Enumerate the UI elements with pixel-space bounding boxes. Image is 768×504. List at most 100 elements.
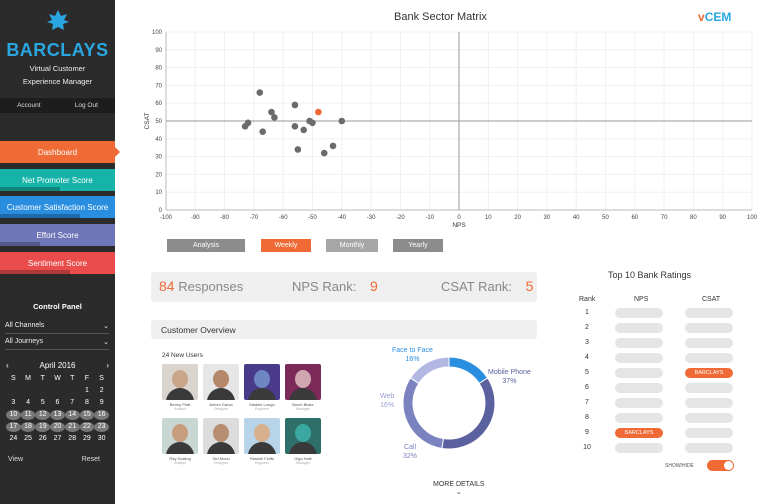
calendar-day[interactable]: 9 bbox=[99, 399, 104, 406]
x-tick-label: -100 bbox=[160, 215, 173, 221]
user-card[interactable]: Ray Scaling Analyst bbox=[162, 418, 198, 465]
user-name: Ray Scaling bbox=[169, 456, 191, 461]
calendar-day[interactable]: 8 bbox=[84, 399, 89, 406]
csat-rating-pill[interactable] bbox=[685, 338, 733, 348]
calendar-day[interactable]: 22 bbox=[79, 422, 95, 432]
calendar-day[interactable]: 26 bbox=[38, 435, 47, 442]
nps-rating-pill[interactable] bbox=[615, 323, 663, 333]
monthly-button[interactable]: Monthly bbox=[326, 239, 378, 252]
nav-sentiment-label: Sentiment Score bbox=[27, 258, 88, 268]
user-card[interactable]: Maddie Longo Engineer bbox=[244, 364, 280, 411]
nps-rating-pill[interactable] bbox=[615, 413, 663, 423]
show-hide-toggle[interactable] bbox=[707, 460, 734, 471]
journeys-select[interactable]: All Journeys ⌄ bbox=[5, 338, 109, 346]
user-card[interactable]: Raskell Fluffs Engineer bbox=[244, 418, 280, 465]
nps-rating-pill[interactable] bbox=[615, 368, 663, 378]
more-details-button[interactable]: MORE DETAILS ⌄ bbox=[433, 481, 485, 496]
calendar-day[interactable]: 28 bbox=[68, 435, 77, 442]
csat-rating-pill[interactable] bbox=[685, 308, 733, 318]
csat-rating-pill[interactable] bbox=[685, 398, 733, 408]
calendar-day[interactable]: 3 bbox=[11, 399, 16, 406]
nps-rating-pill[interactable] bbox=[615, 443, 663, 453]
logout-link[interactable]: Log Out bbox=[74, 102, 98, 109]
user-card[interactable]: Burch Blake Manager bbox=[285, 364, 321, 411]
scatter-point bbox=[294, 146, 302, 153]
calendar-day[interactable]: 23 bbox=[94, 422, 109, 432]
calendar-day[interactable]: 16 bbox=[94, 410, 109, 420]
csat-rating-pill[interactable] bbox=[685, 383, 733, 393]
yearly-button[interactable]: Yearly bbox=[393, 239, 443, 252]
scatter-point bbox=[256, 89, 264, 96]
user-name: Antoni Garza bbox=[209, 402, 233, 407]
calendar-day[interactable]: 20 bbox=[50, 422, 65, 432]
calendar-day[interactable]: 2 bbox=[99, 387, 104, 394]
csat-rating-pill[interactable] bbox=[685, 323, 733, 333]
y-tick-label: 60 bbox=[155, 101, 162, 107]
calendar-day[interactable]: 13 bbox=[50, 410, 65, 420]
nav-effort-score[interactable]: Effort Score bbox=[0, 224, 115, 246]
calendar-day[interactable]: 30 bbox=[97, 435, 106, 442]
y-axis-label: CSAT bbox=[144, 113, 151, 130]
chevron-right-icon[interactable]: › bbox=[106, 361, 109, 370]
user-card[interactable]: Ted Moon Designer bbox=[203, 418, 239, 465]
calendar-day[interactable]: 15 bbox=[79, 410, 95, 420]
nps-rating-pill[interactable] bbox=[615, 338, 663, 348]
nps-rating-pill[interactable] bbox=[615, 398, 663, 408]
rank-header: Rank bbox=[579, 296, 596, 303]
calendar-day[interactable]: 7 bbox=[70, 399, 75, 406]
nav-sentiment-score[interactable]: Sentiment Score bbox=[0, 252, 115, 274]
chevron-down-icon: ⌄ bbox=[455, 489, 462, 496]
csat-rating-pill[interactable] bbox=[685, 353, 733, 363]
csat-rating-pill[interactable] bbox=[685, 428, 733, 438]
rank-number: 4 bbox=[585, 354, 589, 361]
analysis-button[interactable]: Analysis bbox=[167, 239, 245, 252]
nps-rating-pill[interactable] bbox=[615, 308, 663, 318]
calendar-day[interactable]: 25 bbox=[24, 435, 32, 442]
calendar-day[interactable]: 6 bbox=[55, 399, 60, 406]
reset-button[interactable]: Reset bbox=[81, 456, 100, 463]
calendar-day[interactable]: 11 bbox=[20, 410, 36, 420]
calendar-day[interactable]: 4 bbox=[26, 399, 31, 406]
weekly-button[interactable]: Weekly bbox=[261, 239, 311, 252]
rank-number: 7 bbox=[585, 399, 589, 406]
calendar-day[interactable]: 27 bbox=[53, 435, 62, 442]
nav-progress-bar bbox=[0, 214, 80, 218]
x-tick-label: 60 bbox=[631, 215, 638, 221]
csat-rank-value: 5 bbox=[525, 278, 534, 294]
calendar-day[interactable]: 24 bbox=[9, 435, 18, 442]
calendar-day[interactable]: 10 bbox=[6, 410, 21, 420]
calendar-day[interactable]: 19 bbox=[35, 422, 51, 432]
nav-net-promoter-score[interactable]: Net Promoter Score bbox=[0, 169, 115, 191]
control-panel-title: Control Panel bbox=[33, 302, 82, 311]
rank-number: 5 bbox=[585, 369, 589, 376]
calendar-day[interactable]: 14 bbox=[64, 410, 80, 420]
calendar-day[interactable]: 29 bbox=[83, 435, 91, 442]
account-link[interactable]: Account bbox=[17, 102, 41, 109]
calendar-day[interactable]: 17 bbox=[6, 422, 21, 432]
web-pct: 16% bbox=[380, 402, 395, 409]
calendar-day[interactable]: 12 bbox=[35, 410, 51, 420]
user-card[interactable]: Antoni Garza Designer bbox=[203, 364, 239, 411]
user-photo bbox=[285, 364, 321, 400]
csat-rating-pill[interactable] bbox=[685, 413, 733, 423]
nps-rating-pill[interactable] bbox=[615, 353, 663, 363]
calendar-day[interactable]: 1 bbox=[84, 387, 89, 394]
user-body-shape bbox=[248, 388, 276, 400]
csat-rating-pill[interactable] bbox=[685, 443, 733, 453]
nps-rating-pill[interactable]: BARCLAYS bbox=[615, 428, 663, 438]
view-button[interactable]: View bbox=[8, 456, 24, 463]
calendar-day[interactable]: 21 bbox=[64, 422, 80, 432]
donut-slice bbox=[441, 377, 496, 450]
user-card[interactable]: Benny Platt Analyst bbox=[162, 364, 198, 411]
calendar-day[interactable]: 5 bbox=[40, 399, 45, 406]
user-role: Analyst bbox=[174, 407, 186, 411]
nps-rating-pill[interactable] bbox=[615, 383, 663, 393]
chevron-left-icon[interactable]: ‹ bbox=[6, 361, 9, 370]
calendar-day[interactable]: 18 bbox=[20, 422, 36, 432]
y-tick-label: 10 bbox=[155, 190, 162, 196]
nav-dashboard[interactable]: Dashboard bbox=[0, 141, 120, 163]
user-card[interactable]: Olga Hale Manager bbox=[285, 418, 321, 465]
csat-rating-pill[interactable]: BARCLAYS bbox=[685, 368, 733, 378]
channels-select[interactable]: All Channels ⌄ bbox=[5, 322, 109, 330]
nav-customer-satisfaction-score[interactable]: Customer Satisfaction Score bbox=[0, 196, 115, 218]
